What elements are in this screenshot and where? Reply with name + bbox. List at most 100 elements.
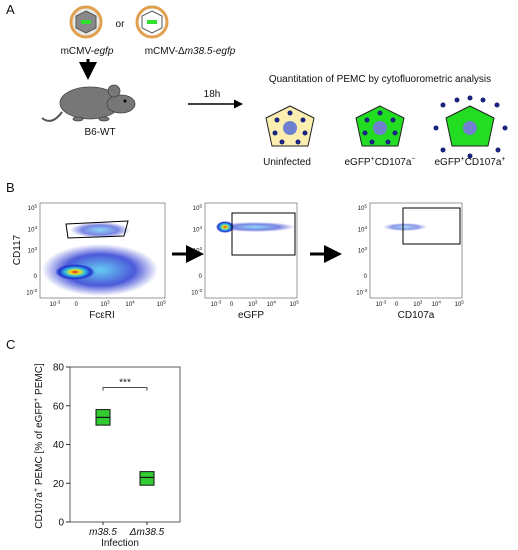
tick-base: 0 [199, 274, 203, 280]
tick-base: 10 [432, 302, 439, 308]
y-tick-label: 20 [53, 479, 65, 490]
tick-exp: 4 [34, 225, 37, 230]
tick-label: 10-3 [376, 300, 387, 309]
tick-base: 0 [75, 302, 79, 308]
tick-base: 10 [191, 290, 198, 296]
tick-base: 10 [290, 302, 297, 308]
panel-label: C [6, 337, 15, 352]
tick-label: 103 [358, 246, 368, 255]
tick-exp: 4 [132, 300, 135, 305]
tick-label: 105 [290, 300, 300, 309]
tick-exp: 4 [364, 225, 367, 230]
tick-exp: 5 [364, 203, 367, 208]
tick-label: 105 [157, 300, 167, 309]
significance-bracket [102, 387, 148, 391]
y-axis-label: CD117 [12, 234, 23, 265]
cell-label: Uninfected [263, 157, 311, 168]
tick-exp: 3 [199, 246, 202, 251]
y-tick-label: 0 [58, 518, 64, 529]
tick-label: 10-3 [26, 288, 37, 297]
tick-label: 104 [125, 300, 135, 309]
density [55, 264, 95, 280]
tick-base: 10 [248, 302, 255, 308]
cell-label: eGFP+CD107a+ [434, 156, 505, 168]
tick-base: 0 [395, 302, 399, 308]
gate [231, 212, 296, 256]
density [215, 222, 295, 232]
gate [65, 220, 129, 239]
tick-label: 103 [28, 246, 38, 255]
gate [402, 207, 461, 245]
tick-label: 103 [193, 246, 203, 255]
tick-base: 10 [125, 302, 132, 308]
tick-base: 10 [356, 290, 363, 296]
tick-base: 10 [358, 228, 365, 234]
density [42, 244, 158, 296]
tick-exp: -3 [217, 300, 221, 305]
plot-frame [204, 202, 298, 299]
tick-label: 10-3 [191, 288, 202, 297]
tick-exp: 3 [107, 300, 110, 305]
density [216, 221, 234, 233]
tick-exp: -3 [363, 288, 367, 293]
mouse-icon [41, 84, 136, 122]
tick-exp: -3 [56, 300, 60, 305]
tick-exp: 5 [199, 203, 202, 208]
cell-icon [433, 95, 508, 159]
tick-label: 105 [193, 203, 203, 212]
virus-label: mCMV-egfp [61, 46, 114, 57]
tick-base: 10 [28, 206, 35, 212]
tick-exp: 5 [296, 300, 299, 305]
virus-icon [69, 5, 103, 39]
tick-base: 10 [157, 302, 164, 308]
y-tick-label: 60 [53, 401, 65, 412]
tick-base: 10 [28, 249, 35, 255]
tick-label: 104 [28, 225, 38, 234]
tick-label: 0 [34, 274, 38, 280]
tick-label: 104 [267, 300, 277, 309]
tick-label: 105 [455, 300, 465, 309]
tick-label: 105 [28, 203, 38, 212]
virus-label: mCMV-Δm38.5-egfp [145, 46, 236, 57]
x-axis-label: CD107a [398, 310, 435, 321]
tick-base: 10 [50, 302, 57, 308]
x-axis-label: Infection [101, 538, 139, 549]
tick-label: 104 [358, 225, 368, 234]
cell-label: eGFP+CD107a− [344, 156, 415, 168]
tick-base: 10 [376, 302, 383, 308]
tick-label: 104 [193, 225, 203, 234]
heading: Quantitation of PEMC by cytofluorometric… [269, 74, 491, 85]
virus-icon [135, 5, 169, 39]
tick-exp: 3 [364, 246, 367, 251]
tick-label: 103 [100, 300, 110, 309]
tick-base: 0 [34, 274, 38, 280]
y-tick-label: 40 [53, 440, 65, 451]
tick-exp: 4 [273, 300, 276, 305]
tick-base: 10 [413, 302, 420, 308]
panel-label: A [6, 2, 15, 17]
y-tick-label: 80 [53, 363, 65, 374]
tick-base: 10 [193, 206, 200, 212]
tick-label: 104 [432, 300, 442, 309]
cell-icon [265, 105, 315, 147]
tick-exp: 3 [255, 300, 258, 305]
tick-label: 10-3 [50, 300, 61, 309]
tick-exp: 5 [34, 203, 37, 208]
significance-label: *** [119, 378, 131, 389]
tick-exp: 4 [438, 300, 441, 305]
tick-label: 0 [364, 274, 368, 280]
plot-frame [369, 202, 463, 299]
tick-exp: -3 [33, 288, 37, 293]
tick-base: 0 [230, 302, 234, 308]
tick-base: 10 [193, 228, 200, 234]
x-tick-label: Δm38.5 [129, 527, 165, 538]
tick-base: 10 [211, 302, 218, 308]
tick-label: 0 [75, 302, 79, 308]
tick-base: 10 [267, 302, 274, 308]
density [70, 222, 130, 238]
tick-exp: -3 [382, 300, 386, 305]
tick-label: 0 [230, 302, 234, 308]
cell-icon [355, 105, 405, 147]
tick-exp: 5 [461, 300, 464, 305]
